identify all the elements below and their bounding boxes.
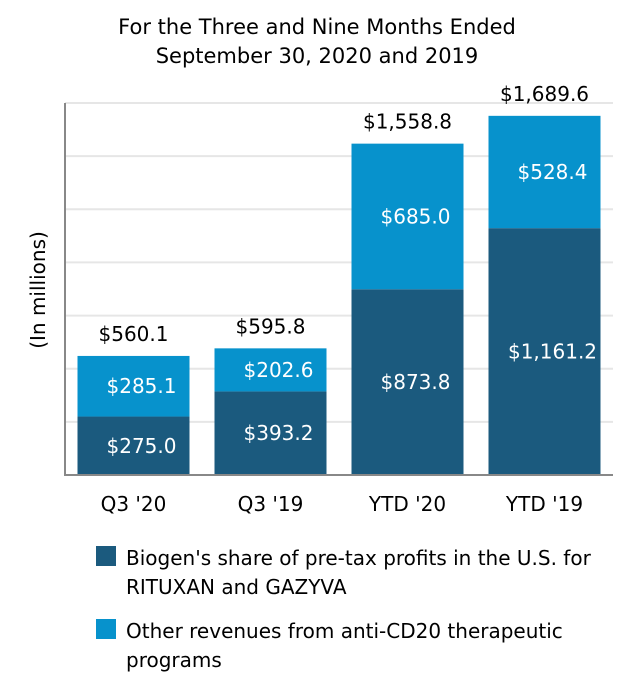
x-tick-label: YTD '19: [505, 492, 583, 516]
bar-segment: [77, 355, 190, 417]
chart-subtitle: September 30, 2020 and 2019: [155, 44, 479, 68]
x-tick-label: Q3 '20: [101, 492, 167, 516]
bar-segment: [214, 391, 327, 475]
segment-value-label: $285.1: [107, 374, 177, 398]
total-value-label: $560.1: [99, 322, 169, 346]
legend-swatch: [96, 546, 116, 566]
data-labels: $275.0 $285.1 $560.1 $393.2 $202.6 $595.8 $873…: [99, 82, 598, 458]
bar-segment: [351, 143, 464, 290]
segment-value-label: $528.4: [518, 160, 588, 184]
legend-item-other-revenues: Other revenues from anti-CD20 therapeuti…: [96, 617, 634, 675]
chart-title: For the Three and Nine Months Ended: [118, 15, 516, 39]
segment-value-label: $202.6: [244, 358, 314, 382]
segment-value-label: $1,161.2: [508, 340, 597, 364]
legend-label: Other revenues from anti-CD20 therapeuti…: [126, 619, 563, 672]
x-tick-labels: Q3 '20 Q3 '19 YTD '20 YTD '19: [101, 492, 583, 516]
bar-segment: [77, 416, 190, 475]
segment-value-label: $275.0: [107, 434, 177, 458]
bar-segment: [214, 348, 327, 392]
legend-label: Biogen's share of pre-tax profits in the…: [126, 546, 591, 599]
total-value-label: $1,689.6: [500, 82, 589, 106]
x-tick-label: Q3 '19: [238, 492, 304, 516]
x-tick-label: YTD '20: [368, 492, 446, 516]
total-value-label: $1,558.8: [363, 110, 452, 134]
bar-segment: [351, 289, 464, 475]
legend-item-biogen-share: Biogen's share of pre-tax profits in the…: [96, 544, 634, 602]
bar-segment: [488, 115, 601, 229]
bar-segment: [488, 228, 601, 475]
segment-value-label: $393.2: [244, 421, 314, 445]
legend-swatch: [96, 619, 116, 639]
total-value-label: $595.8: [236, 314, 306, 338]
bars: [77, 115, 601, 475]
segment-value-label: $873.8: [381, 370, 451, 394]
segment-value-label: $685.0: [381, 204, 451, 228]
bar-chart: $275.0 $285.1 $560.1 $393.2 $202.6 $595.8 $873…: [64, 82, 613, 516]
